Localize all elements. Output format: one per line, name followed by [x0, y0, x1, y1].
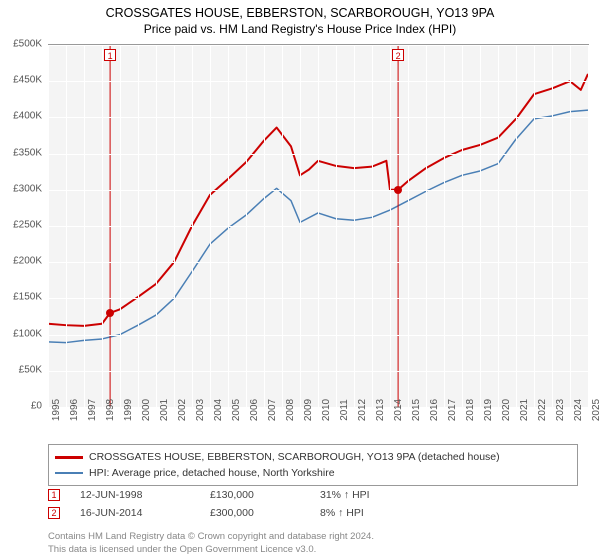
sale-delta: 31% ↑ HPI: [320, 486, 450, 504]
y-tick-label: £400K: [13, 111, 42, 122]
sales-table: 1 12-JUN-1998 £130,000 31% ↑ HPI 2 16-JU…: [48, 486, 588, 522]
sale-price: £130,000: [210, 486, 300, 504]
x-tick-label: 2000: [141, 399, 152, 421]
legend-label: HPI: Average price, detached house, Nort…: [89, 465, 335, 481]
title-block: CROSSGATES HOUSE, EBBERSTON, SCARBOROUGH…: [0, 0, 600, 36]
x-tick-label: 1996: [69, 399, 80, 421]
footer-note: Contains HM Land Registry data © Crown c…: [48, 530, 374, 556]
x-tick-label: 2011: [339, 399, 350, 421]
y-tick-label: £150K: [13, 292, 42, 303]
sale-date: 16-JUN-2014: [80, 504, 190, 522]
x-tick-label: 2013: [375, 399, 386, 421]
sale-marker-badge: 2: [392, 49, 404, 61]
legend-swatch: [55, 456, 83, 459]
footer-line-2: This data is licensed under the Open Gov…: [48, 543, 374, 556]
x-tick-label: 2003: [195, 399, 206, 421]
x-tick-label: 2006: [249, 399, 260, 421]
sale-marker-point: [106, 309, 114, 317]
x-tick-label: 2009: [303, 399, 314, 421]
chart-container: CROSSGATES HOUSE, EBBERSTON, SCARBOROUGH…: [0, 0, 600, 560]
x-tick-label: 2012: [357, 399, 368, 421]
x-tick-label: 2001: [159, 399, 170, 421]
y-tick-label: £250K: [13, 220, 42, 231]
y-axis: £0£50K£100K£150K£200K£250K£300K£350K£400…: [0, 44, 46, 406]
legend-row: HPI: Average price, detached house, Nort…: [55, 465, 571, 481]
footer-line-1: Contains HM Land Registry data © Crown c…: [48, 530, 374, 543]
sale-date: 12-JUN-1998: [80, 486, 190, 504]
y-tick-label: £50K: [19, 364, 42, 375]
x-tick-label: 2002: [177, 399, 188, 421]
x-axis: 1995199619971998199920002001200220032004…: [48, 406, 588, 446]
sale-marker-icon: 2: [48, 507, 60, 519]
sale-marker-badge: 1: [104, 49, 116, 61]
sale-marker-icon: 1: [48, 489, 60, 501]
x-tick-label: 2019: [483, 399, 494, 421]
x-tick-label: 2022: [537, 399, 548, 421]
y-tick-label: £200K: [13, 256, 42, 267]
x-tick-label: 2018: [465, 399, 476, 421]
y-tick-label: £500K: [13, 39, 42, 50]
legend-label: CROSSGATES HOUSE, EBBERSTON, SCARBOROUGH…: [89, 449, 500, 465]
x-tick-label: 1995: [51, 399, 62, 421]
sale-delta: 8% ↑ HPI: [320, 504, 450, 522]
x-tick-label: 1998: [105, 399, 116, 421]
sale-price: £300,000: [210, 504, 300, 522]
x-tick-label: 2025: [591, 399, 600, 421]
y-tick-label: £100K: [13, 328, 42, 339]
x-tick-label: 2014: [393, 399, 404, 421]
x-tick-label: 2017: [447, 399, 458, 421]
y-tick-label: £300K: [13, 183, 42, 194]
x-tick-label: 1999: [123, 399, 134, 421]
sale-marker-point: [394, 186, 402, 194]
x-tick-label: 2021: [519, 399, 530, 421]
x-tick-label: 2007: [267, 399, 278, 421]
plot-area: 12: [48, 44, 589, 407]
x-tick-label: 2004: [213, 399, 224, 421]
x-tick-label: 2005: [231, 399, 242, 421]
chart-title: CROSSGATES HOUSE, EBBERSTON, SCARBOROUGH…: [0, 6, 600, 20]
chart-subtitle: Price paid vs. HM Land Registry's House …: [0, 22, 600, 36]
legend-row: CROSSGATES HOUSE, EBBERSTON, SCARBOROUGH…: [55, 449, 571, 465]
sales-row: 1 12-JUN-1998 £130,000 31% ↑ HPI: [48, 486, 588, 504]
sales-row: 2 16-JUN-2014 £300,000 8% ↑ HPI: [48, 504, 588, 522]
x-tick-label: 2008: [285, 399, 296, 421]
x-tick-label: 2024: [573, 399, 584, 421]
x-tick-label: 2023: [555, 399, 566, 421]
x-tick-label: 2015: [411, 399, 422, 421]
legend-swatch: [55, 472, 83, 474]
x-tick-label: 2010: [321, 399, 332, 421]
legend: CROSSGATES HOUSE, EBBERSTON, SCARBOROUGH…: [48, 444, 578, 486]
y-tick-label: £450K: [13, 75, 42, 86]
x-tick-label: 2016: [429, 399, 440, 421]
y-tick-label: £0: [31, 401, 42, 412]
y-tick-label: £350K: [13, 147, 42, 158]
x-tick-label: 2020: [501, 399, 512, 421]
x-tick-label: 1997: [87, 399, 98, 421]
